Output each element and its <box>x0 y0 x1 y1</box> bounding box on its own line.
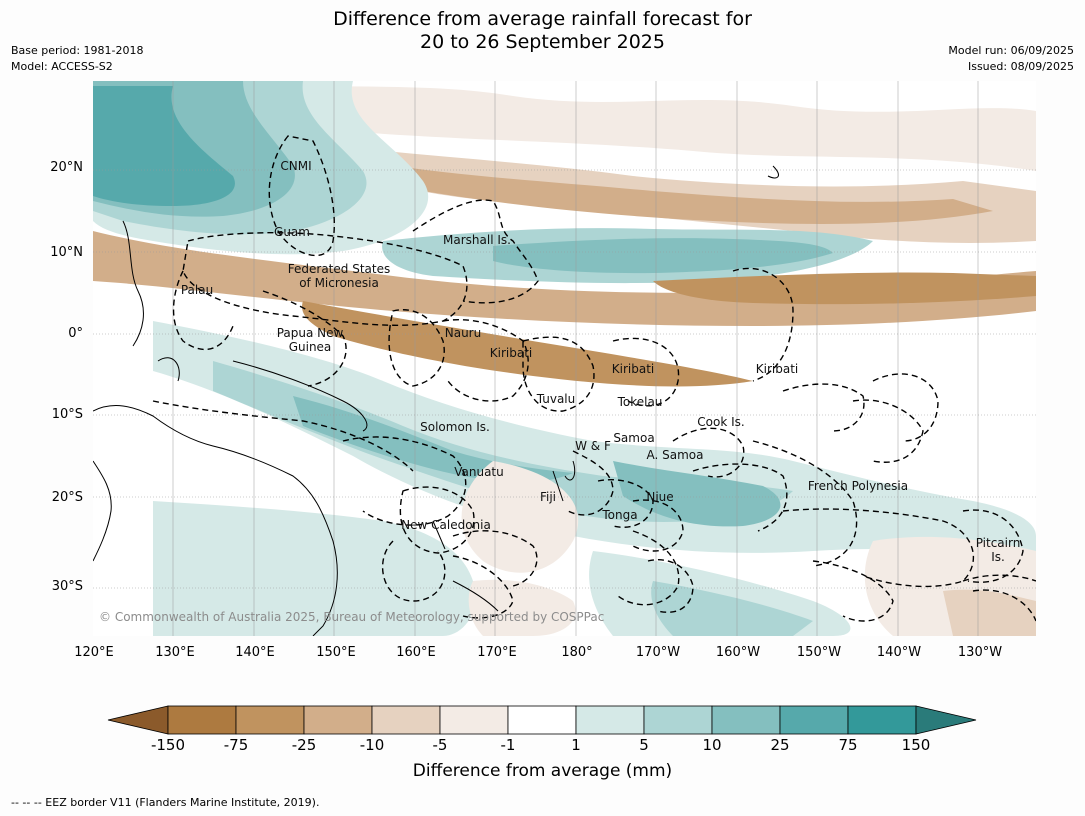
coastlines <box>93 165 779 636</box>
colorbar-label: Difference from average (mm) <box>412 761 673 781</box>
label-asamoa: A. Samoa <box>647 448 704 462</box>
label-niue: Niue <box>646 490 673 504</box>
colorbar-segment <box>235 705 305 735</box>
colorbar-tick-label: 5 <box>639 736 649 754</box>
lon-label-160w: 160°W <box>715 645 761 660</box>
copyright-notice: © Commonwealth of Australia 2025, Bureau… <box>99 610 604 624</box>
label-solomon: Solomon Is. <box>420 420 490 434</box>
label-cnmi: CNMI <box>280 159 311 173</box>
colorbar-segment <box>167 705 237 735</box>
label-tonga: Tonga <box>601 508 637 522</box>
colorbar-tick-label: 75 <box>838 736 858 754</box>
colorbar <box>107 705 977 735</box>
lon-label-150e: 150°E <box>316 645 356 660</box>
label-cook: Cook Is. <box>697 415 744 429</box>
lon-label-130e: 130°E <box>155 645 195 660</box>
colorbar-tick-label: 1 <box>571 736 581 754</box>
label-png-1: Papua New <box>277 326 344 340</box>
base-period: Base period: 1981-2018 <box>11 44 144 57</box>
colorbar-tick-label: 10 <box>702 736 722 754</box>
colorbar-segment <box>439 705 509 735</box>
lon-label-160e: 160°E <box>396 645 436 660</box>
colorbar-segment <box>847 705 917 735</box>
label-nauru: Nauru <box>445 326 481 340</box>
eez-footnote: -- -- -- EEZ border V11 (Flanders Marine… <box>11 796 320 809</box>
colorbar-tick-label: -25 <box>291 736 317 754</box>
label-tokelau: Tokelau <box>617 395 663 409</box>
lon-label-180: 180° <box>561 645 593 660</box>
eez-borders <box>152 135 1036 622</box>
lat-label-10s: 10°S <box>51 407 83 422</box>
colorbar-segments <box>107 705 977 735</box>
label-pitcairn-2: Is. <box>991 550 1005 564</box>
colorbar-segment <box>711 705 781 735</box>
label-samoa: Samoa <box>613 431 654 445</box>
meta-left: Base period: 1981-2018 Model: ACCESS-S2 <box>11 43 143 75</box>
label-new-caledonia: New Caledonia <box>401 518 491 532</box>
model-run: Model run: 06/09/2025 <box>948 44 1074 57</box>
colorbar-segment <box>575 705 645 735</box>
meta-right: Model run: 06/09/2025 Issued: 08/09/2025 <box>948 43 1074 75</box>
lon-label-120e: 120°E <box>74 645 114 660</box>
lat-label-30s: 30°S <box>51 579 83 594</box>
label-fsm-1: Federated States <box>288 262 390 276</box>
label-kiribati-3: Kiribati <box>756 362 798 376</box>
label-png-2: Guinea <box>289 340 332 354</box>
anomaly-fill <box>93 81 1036 636</box>
lon-label-150w: 150°W <box>796 645 842 660</box>
label-kiribati-1: Kiribati <box>490 346 532 360</box>
map-title-line2: 20 to 26 September 2025 <box>420 31 665 53</box>
lon-label-170e: 170°E <box>477 645 517 660</box>
label-guam: Guam <box>274 225 310 239</box>
colorbar-tick-label: -75 <box>223 736 249 754</box>
lon-label-170w: 170°W <box>635 645 681 660</box>
label-fsm-2: of Micronesia <box>299 276 379 290</box>
lat-label-0: 0° <box>68 326 83 341</box>
rainfall-map[interactable]: CNMI Guam Marshall Is. Federated States … <box>93 81 1036 636</box>
colorbar-segment <box>779 705 849 735</box>
lon-label-140w: 140°W <box>876 645 922 660</box>
colorbar-segment <box>303 705 373 735</box>
label-fiji: Fiji <box>540 490 556 504</box>
lon-label-140e: 140°E <box>235 645 275 660</box>
map-title-line1: Difference from average rainfall forecas… <box>333 8 752 30</box>
colorbar-tick-label: -5 <box>432 736 448 754</box>
label-tuvalu: Tuvalu <box>536 392 576 406</box>
colorbar-arrow-high <box>915 705 977 735</box>
label-wf: W & F <box>575 439 611 453</box>
lat-label-10n: 10°N <box>50 245 83 260</box>
label-kiribati-2: Kiribati <box>612 362 654 376</box>
label-pitcairn-1: Pitcairn <box>976 536 1021 550</box>
label-marshall: Marshall Is. <box>443 233 511 247</box>
colorbar-segment <box>371 705 441 735</box>
model-name: Model: ACCESS-S2 <box>11 60 113 73</box>
label-palau: Palau <box>181 283 213 297</box>
colorbar-tick-label: -150 <box>150 736 186 754</box>
colorbar-segment <box>507 705 577 735</box>
colorbar-tick-label: 150 <box>901 736 931 754</box>
colorbar-tick-label: -1 <box>500 736 516 754</box>
map-grid <box>93 81 1036 636</box>
lon-label-130w: 130°W <box>957 645 1003 660</box>
lat-label-20s: 20°S <box>51 490 83 505</box>
lat-label-20n: 20°N <box>50 160 83 175</box>
place-labels: CNMI Guam Marshall Is. Federated States … <box>181 159 1020 564</box>
map-canvas: CNMI Guam Marshall Is. Federated States … <box>93 81 1036 636</box>
colorbar-segment <box>643 705 713 735</box>
colorbar-tick-label: -10 <box>359 736 385 754</box>
colorbar-tick-label: 25 <box>770 736 790 754</box>
issued-date: Issued: 08/09/2025 <box>967 60 1074 73</box>
label-french-polynesia: French Polynesia <box>808 479 908 493</box>
colorbar-arrow-low <box>107 705 169 735</box>
label-vanuatu: Vanuatu <box>454 465 504 479</box>
